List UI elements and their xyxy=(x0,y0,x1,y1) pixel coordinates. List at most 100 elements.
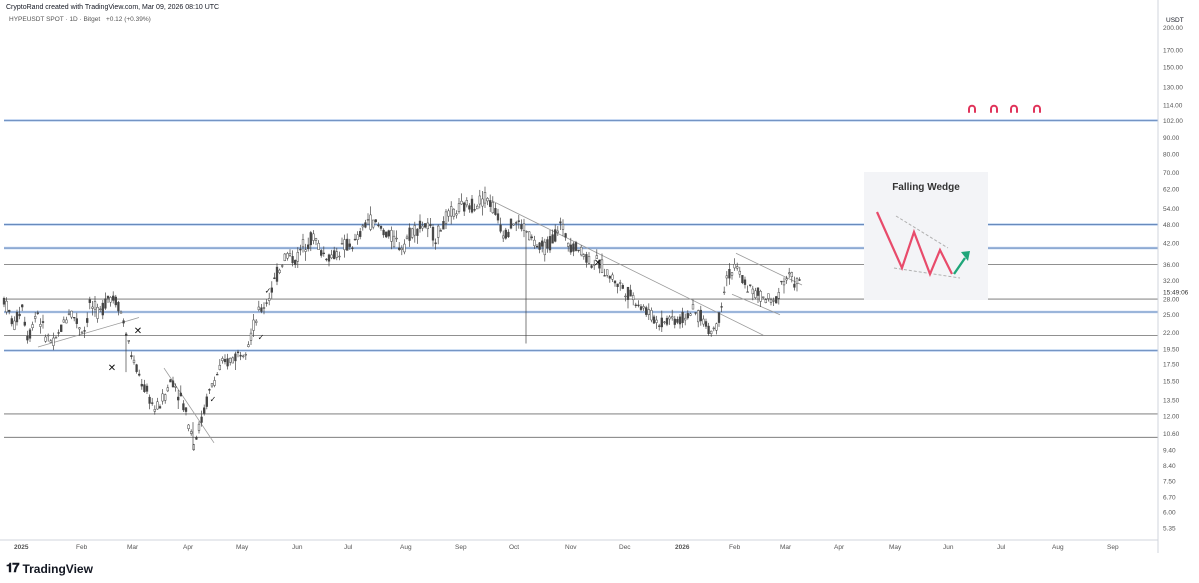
candle-body xyxy=(629,289,632,297)
candle-body xyxy=(598,259,601,269)
candle-body xyxy=(340,243,344,245)
wedge-price-path xyxy=(875,211,953,277)
candle-body xyxy=(88,299,91,303)
candle-body xyxy=(312,233,315,241)
tradingview-icon: 𝟏𝟕 xyxy=(6,561,20,576)
candle-body xyxy=(639,306,643,310)
tradingview-logo: 𝟏𝟕 TradingView xyxy=(6,561,93,576)
time-tick-label: Nov xyxy=(565,544,577,551)
candle-body xyxy=(697,310,700,323)
candle-body xyxy=(546,239,549,249)
candle-body xyxy=(663,321,666,323)
candle-body xyxy=(301,239,305,248)
candle-body xyxy=(403,243,406,253)
candle-body xyxy=(798,279,801,281)
candle-body xyxy=(470,198,474,213)
candle-body xyxy=(255,320,258,323)
candle-body xyxy=(756,287,760,296)
candle-body xyxy=(333,250,336,260)
candle-body xyxy=(392,235,396,248)
candle-body xyxy=(99,308,102,310)
candle-body xyxy=(424,223,427,228)
candle-body xyxy=(184,407,188,412)
brand-name: TradingView xyxy=(22,561,93,576)
price-tick-label: 9.40 xyxy=(1163,447,1176,454)
candle-body xyxy=(723,291,726,294)
candle-body xyxy=(457,203,461,212)
wedge-upper-guide xyxy=(895,215,949,249)
candle-body xyxy=(270,287,273,293)
candle-body xyxy=(621,285,624,289)
time-tick-label: Mar xyxy=(127,544,139,551)
candle-body xyxy=(130,355,133,357)
candle-body xyxy=(413,225,416,236)
candle-body xyxy=(650,310,653,321)
symbol-name: HYPEUSDT SPOT · 1D · Bitget xyxy=(9,16,101,23)
candle-body xyxy=(234,353,237,362)
candle-body xyxy=(93,301,97,310)
candle-body xyxy=(691,304,695,310)
price-tick-label: 10.60 xyxy=(1163,431,1180,438)
price-axis-unit: USDT xyxy=(1166,17,1184,24)
symbol-legend[interactable]: HYPEUSDT SPOT · 1D · Bitget +0.12 (+0.39… xyxy=(9,16,151,23)
candle-body xyxy=(28,329,32,339)
candle-body xyxy=(114,296,117,306)
magnet-icons xyxy=(968,104,1041,113)
price-tick-label: 6.70 xyxy=(1163,494,1176,501)
candle-body xyxy=(273,277,276,280)
candle-body xyxy=(793,283,796,288)
candle-body xyxy=(195,437,198,440)
candle-body xyxy=(590,265,593,268)
candle-body xyxy=(780,280,783,283)
candle-body xyxy=(655,319,658,323)
candle-body xyxy=(10,318,13,325)
time-tick-label: Jul xyxy=(997,544,1006,551)
candle-body xyxy=(535,245,539,248)
candle-body xyxy=(686,313,689,319)
candle-body xyxy=(236,351,240,354)
time-tick-label: 2025 xyxy=(14,544,29,551)
candle-body xyxy=(21,304,24,308)
candle-body xyxy=(210,383,214,387)
candle-body xyxy=(515,222,518,224)
candle-body xyxy=(671,316,674,319)
candle-body xyxy=(476,205,479,210)
candle-body xyxy=(278,269,281,273)
price-tick-label: 200.00 xyxy=(1163,25,1183,32)
price-tick-label: 13.50 xyxy=(1163,397,1180,404)
price-tick-label: 5.35 xyxy=(1163,525,1176,532)
time-tick-label: Feb xyxy=(729,544,741,551)
candle-body xyxy=(699,309,702,322)
candle-body xyxy=(304,249,307,252)
candle-body xyxy=(379,225,383,229)
candle-body xyxy=(226,358,229,367)
candle-body xyxy=(772,300,775,302)
candle-body xyxy=(143,384,146,392)
candle-body xyxy=(754,290,757,298)
candle-body xyxy=(148,396,151,404)
candle-body xyxy=(78,327,81,330)
price-tick-label: 114.00 xyxy=(1163,103,1183,110)
candle-body xyxy=(541,240,544,247)
candle-body xyxy=(387,230,390,237)
candle-body xyxy=(715,323,718,331)
candle-body xyxy=(351,247,354,249)
wedge-lower-guide xyxy=(893,267,961,279)
candle-body xyxy=(216,373,219,376)
candle-body xyxy=(504,229,507,239)
candle-body xyxy=(736,266,739,269)
trendline xyxy=(37,317,140,348)
price-tick-label: 25.00 xyxy=(1163,312,1180,319)
candle-body xyxy=(138,373,141,376)
candle-body xyxy=(450,206,453,217)
candle-body xyxy=(242,355,245,357)
time-tick-label: Mar xyxy=(780,544,792,551)
price-tick-label: 28.00 xyxy=(1163,297,1180,304)
time-tick-label: Aug xyxy=(1052,544,1064,551)
candle-body xyxy=(499,224,502,232)
candle-body xyxy=(528,231,531,241)
candle-body xyxy=(179,392,182,397)
candle-body xyxy=(314,238,318,241)
candle-body xyxy=(299,248,302,251)
